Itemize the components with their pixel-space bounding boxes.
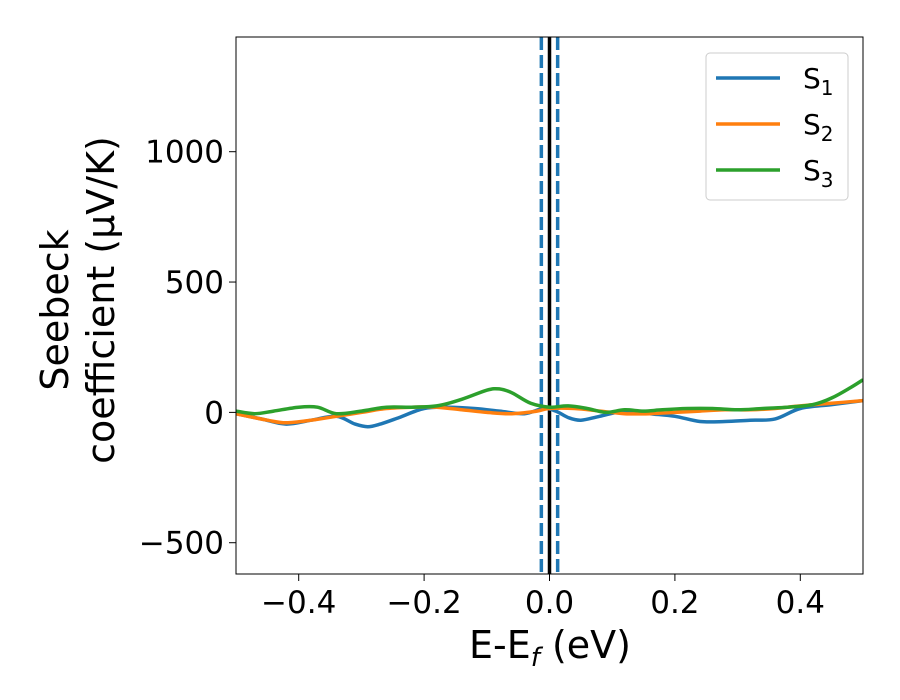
legend-box [705, 52, 849, 201]
y-tick-label: 0 [204, 395, 224, 431]
x-axis-label-main: E-E [469, 623, 531, 667]
x-tick-label: 0.2 [650, 585, 699, 621]
series-lines [236, 378, 863, 429]
y-tick-label: 500 [165, 265, 224, 301]
x-tick-label: 0.0 [525, 585, 574, 621]
legend: S1 S2 S3 [705, 52, 849, 201]
y-tick-label: 1000 [145, 135, 224, 171]
x-axis-ticks: −0.4 −0.2 0.0 0.2 0.4 [261, 574, 825, 621]
series-line-s3 [236, 378, 863, 416]
legend-label-s2: S2 [803, 108, 834, 146]
x-tick-label: 0.4 [776, 585, 825, 621]
x-tick-label: −0.2 [386, 585, 461, 621]
y-axis-label-line2: coefficient (μV/K) [79, 136, 123, 464]
x-axis-label: E-Ef (eV) [469, 623, 631, 673]
legend-label-s3: S3 [803, 154, 834, 192]
x-tick-label: −0.4 [261, 585, 336, 621]
y-tick-label: −500 [139, 526, 224, 562]
legend-label-s1: S1 [803, 62, 834, 100]
y-axis-label-line1: Seebeck [33, 229, 77, 390]
y-axis-ticks: −500 0 500 1000 [139, 135, 236, 562]
x-axis-label-unit: (eV) [540, 623, 631, 667]
reference-lines [539, 37, 560, 574]
